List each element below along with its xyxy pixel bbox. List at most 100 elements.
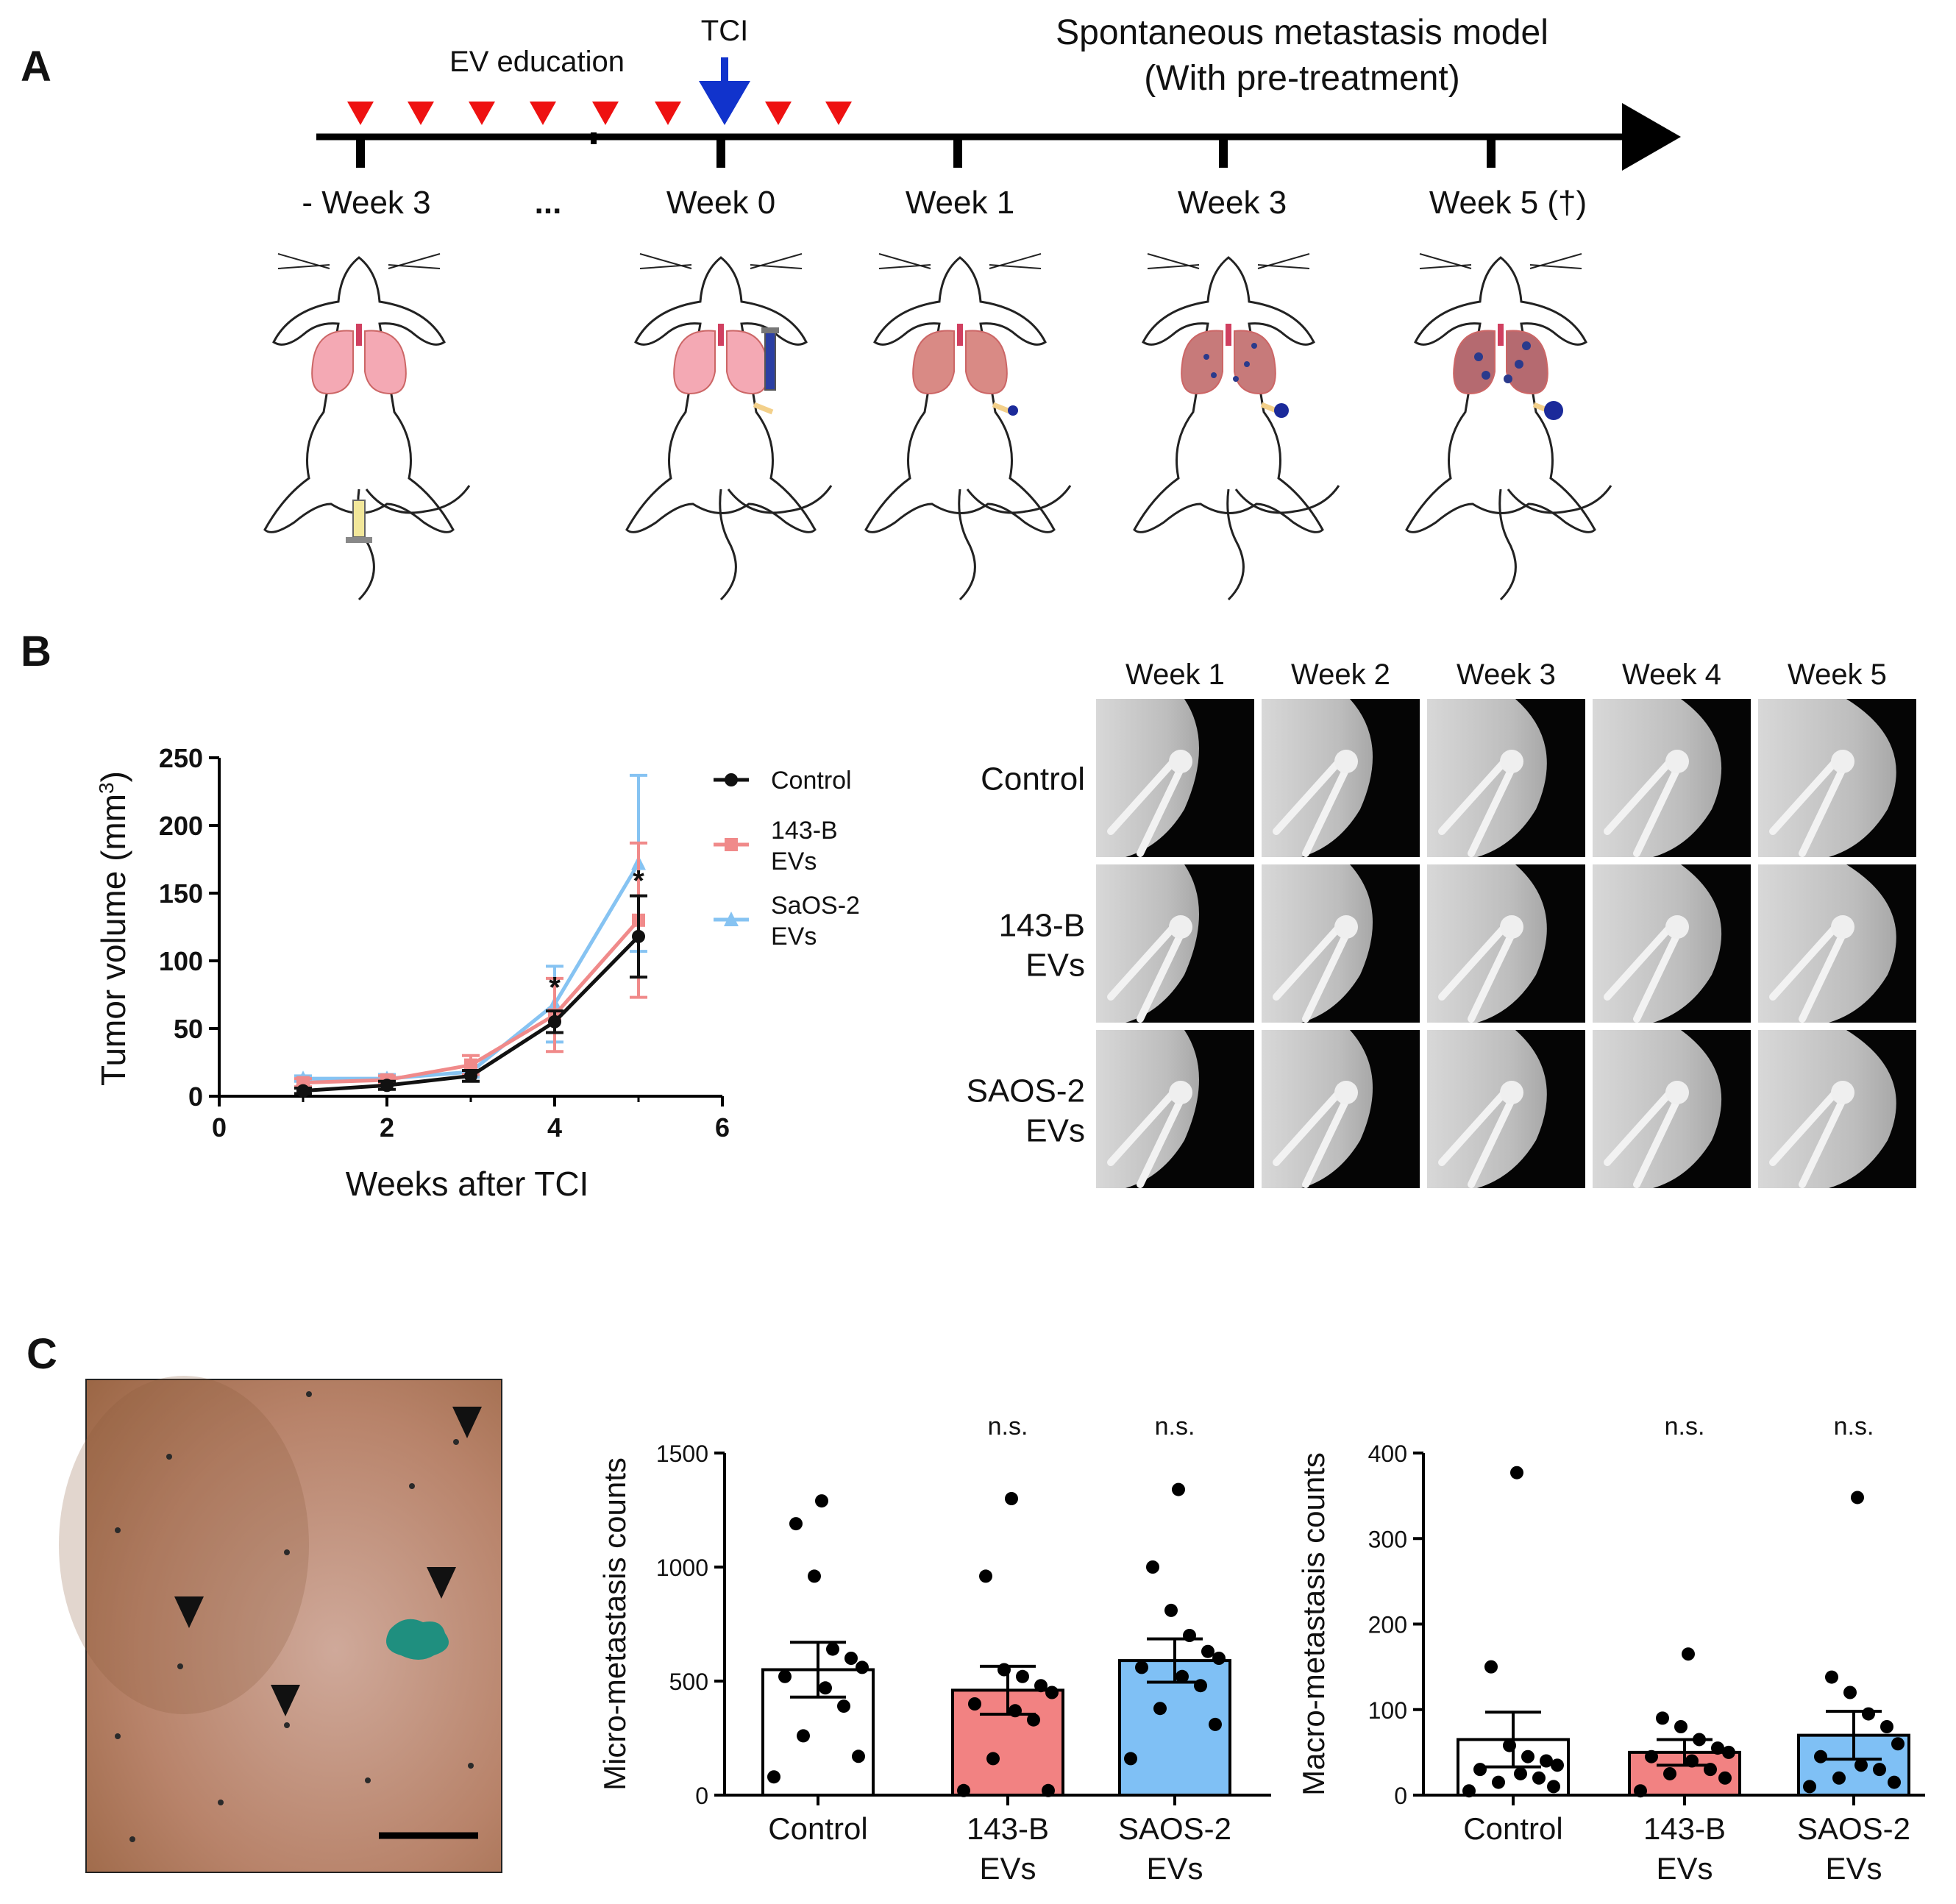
- legend-marker-2: [724, 912, 739, 926]
- mouse-whiskers-4: [1419, 253, 1582, 269]
- xray-joint-r0-c4: [1831, 750, 1854, 773]
- timeline-tick-small: [591, 132, 597, 144]
- micro_chart-dot-0-6: [778, 1669, 792, 1683]
- macro-metastasis-chart: 0 100 200 300 400 Macro-metastasis counts Cont…: [1296, 1413, 1925, 1886]
- micro_chart-dot-0-11: [767, 1770, 780, 1784]
- micro_chart-dot-2-7: [1176, 1669, 1189, 1683]
- xray-image-grid: Week 1 Week 2 Week 3 Week 4 Week 5 Control 143…: [967, 658, 1916, 1188]
- tumor-x-axis-label: Weeks after TCI: [346, 1165, 589, 1203]
- macro_chart-dot-1-4: [1711, 1741, 1724, 1755]
- xray-limb-r0-c4: [1758, 699, 1896, 857]
- lung-metastasis-dot-4-3: [1522, 341, 1531, 350]
- mouse-whiskers-2: [878, 253, 1042, 269]
- tumor-volume-chart: 0 50 100 150 200 250 0 2 4 6 * * Weeks after TCI T…: [94, 743, 860, 1203]
- tumor-point-0-4: [632, 929, 645, 943]
- xray-row-label-0-line1: Control: [981, 761, 1085, 798]
- macro_chart-dot-1-2: [1674, 1720, 1688, 1733]
- micrograph-speck-1: [306, 1391, 312, 1397]
- micro_chart-dot-1-11: [957, 1783, 970, 1797]
- macro_chart-dot-1-0: [1682, 1647, 1695, 1661]
- xray-image-r0-c0: [1096, 699, 1254, 857]
- panel-label-c: C: [26, 1330, 57, 1378]
- legend-marker-0: [725, 773, 738, 786]
- tumor-annotation-star-w4: *: [549, 972, 561, 1004]
- macro_chart-y-axis-label: Macro-metastasis counts: [1296, 1452, 1331, 1796]
- xray-joint-r1-c2: [1500, 915, 1523, 939]
- macro_chart-dot-2-9: [1832, 1771, 1846, 1785]
- micro_chart-y-axis-label: Micro-metastasis counts: [597, 1457, 632, 1791]
- micrograph-speck-12: [284, 1549, 290, 1555]
- tumor-x-tick-label-2: 4: [547, 1112, 562, 1143]
- mouse-lung-left-0: [311, 330, 354, 395]
- micro_chart-dot-2-11: [1124, 1752, 1137, 1766]
- xray-bone-r1-c2: [1438, 920, 1515, 1023]
- xray-joint-r0-c2: [1500, 750, 1523, 773]
- micro_chart-category-label-2-line2: EVs: [1146, 1851, 1203, 1886]
- xray-image-r0-c1: [1262, 699, 1420, 857]
- macro_chart-dot-1-11: [1634, 1784, 1647, 1798]
- education-arrow-icon-6: [765, 102, 792, 125]
- macro_chart-category-label-1-line1: 143-B: [1643, 1811, 1726, 1846]
- macro_chart-dot-2-5: [1891, 1737, 1905, 1751]
- syringe-plunger-0: [346, 537, 372, 543]
- timeline: Spontaneous metastasis model (With pre-t…: [263, 13, 1681, 601]
- timeline-arrowhead: [1622, 103, 1681, 171]
- timeline-tick-3: [1219, 137, 1228, 168]
- xray-row-label-2-line1: SAOS-2: [967, 1073, 1085, 1109]
- xray-bone-r1-c4: [1769, 920, 1846, 1023]
- lung-metastasis-dot-4-2: [1482, 371, 1490, 380]
- tci-label: TCI: [701, 15, 748, 47]
- mouse-lung-right-1: [726, 330, 769, 395]
- tumor-point-0-1: [380, 1079, 394, 1093]
- xray-row-label-1-line2: EVs: [1025, 948, 1085, 984]
- macro_chart-y-tick-label-0: 0: [1394, 1783, 1407, 1809]
- lung-metastasis-dot-3-3: [1251, 343, 1257, 349]
- macro_chart-dot-1-10: [1718, 1771, 1732, 1785]
- primary-tumor-3: [1274, 403, 1289, 418]
- micro_chart-dot-1-5: [1045, 1685, 1059, 1699]
- legend-label-1-line2: EVs: [771, 848, 817, 875]
- macro_chart-dot-1-7: [1685, 1754, 1699, 1768]
- tumor-point-0-2: [464, 1069, 477, 1083]
- arrowhead-marker-2: [427, 1567, 456, 1599]
- lung-metastasis-dot-4-4: [1504, 374, 1512, 383]
- xray-joint-r2-c2: [1500, 1081, 1523, 1104]
- xray-image-r1-c4: [1758, 864, 1916, 1023]
- mouse-tail-3: [1226, 485, 1340, 601]
- macro_chart-significance-2: n.s.: [1834, 1413, 1874, 1441]
- micrograph-speck-8: [468, 1763, 474, 1769]
- xray-bone-r2-c2: [1438, 1085, 1515, 1188]
- micro_chart-category-label-2-line1: SAOS-2: [1118, 1811, 1231, 1846]
- macro_chart-dot-0-3: [1521, 1750, 1534, 1763]
- education-arrow-icon-2: [469, 102, 495, 125]
- xray-image-r2-c2: [1427, 1030, 1585, 1188]
- micro_chart-dot-2-0: [1172, 1482, 1185, 1496]
- tci-arrow-icon: [699, 81, 750, 125]
- xray-column-label-4: Week 5: [1788, 658, 1887, 691]
- mouse-lung-left-2: [912, 330, 955, 395]
- macro_chart-y-tick-label-3: 300: [1368, 1526, 1407, 1552]
- macro_chart-y-tick-label-1: 100: [1368, 1697, 1407, 1724]
- timeline-tick-4: [1487, 137, 1496, 168]
- mouse-whiskers-0: [277, 253, 441, 269]
- mouse-lung-left-1: [673, 330, 716, 395]
- micro_chart-dot-2-2: [1164, 1603, 1178, 1617]
- legend-marker-1: [725, 838, 738, 851]
- micro_chart-dot-2-8: [1194, 1679, 1207, 1693]
- tumor-x-tick-label-0: 0: [212, 1112, 227, 1143]
- macro_chart-dot-1-9: [1663, 1766, 1676, 1780]
- metastasis-focus: [386, 1619, 449, 1660]
- xray-bone-r0-c3: [1604, 754, 1681, 857]
- xray-joint-r0-c3: [1665, 750, 1689, 773]
- xray-bone-r2-c3: [1604, 1085, 1681, 1188]
- mouse-tail-4: [1498, 485, 1612, 601]
- macro_chart-dot-0-10: [1547, 1780, 1560, 1794]
- micrograph-speck-0: [166, 1454, 172, 1460]
- macro_chart-dot-2-6: [1814, 1750, 1827, 1763]
- macro_chart-y-tick-label-4: 400: [1368, 1441, 1407, 1467]
- micro_chart-dot-2-5: [1212, 1652, 1226, 1665]
- micro_chart-dot-1-0: [1005, 1492, 1018, 1505]
- xray-image-r2-c4: [1758, 1030, 1916, 1188]
- education-arrow-icon-3: [530, 102, 556, 125]
